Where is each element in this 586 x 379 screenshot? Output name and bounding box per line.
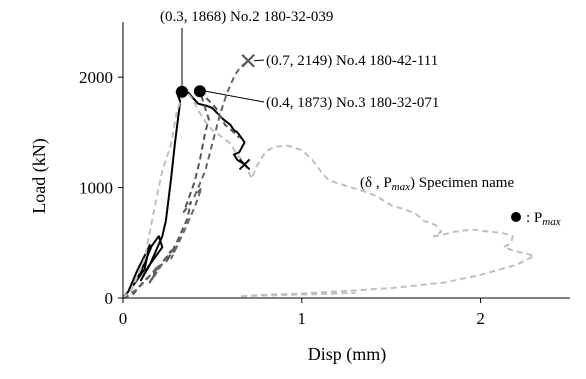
y-tick-label: 0 <box>105 289 114 308</box>
legend-title: (δ , Pmax) Specimen name <box>360 175 514 193</box>
y-tick-label: 1000 <box>79 179 113 198</box>
legend-title-sub: max <box>392 181 410 193</box>
tick-labels: 0 1 2 0 1000 2000 <box>79 68 485 328</box>
x-tick-label: 0 <box>119 309 128 328</box>
y-tick-label: 2000 <box>79 68 113 87</box>
legend-marker-text: : P <box>526 210 542 226</box>
series-line <box>122 92 536 299</box>
x-tick-label: 1 <box>298 309 307 328</box>
annotation-label: (0.7, 2149) No.4 180-42-111 <box>266 53 438 69</box>
series-end-cross <box>238 158 251 171</box>
legend: (δ , Pmax) Specimen name : Pmax <box>360 175 561 228</box>
series-layer <box>122 60 536 299</box>
legend-title-rest: ) Specimen name <box>410 175 514 191</box>
annotation-leader <box>205 90 265 103</box>
legend-marker-sub: max <box>542 216 560 228</box>
x-tick-label: 2 <box>476 309 485 328</box>
annotation-label: (0.4, 1873) No.3 180-32-071 <box>266 95 439 111</box>
pmax-marker <box>193 85 206 98</box>
axes <box>118 22 570 303</box>
legend-title-part: (δ , P <box>360 175 392 191</box>
legend-marker-icon <box>511 212 521 222</box>
pmax-marker <box>176 85 189 98</box>
annotation-leader <box>254 59 265 62</box>
marker-layer <box>176 54 255 171</box>
series-line <box>122 90 246 299</box>
annotation-layer: (0.3, 1868) No.2 180-32-039 (0.7, 2149) N… <box>160 9 439 111</box>
pmax-cross-marker <box>241 54 255 68</box>
x-axis-title: Disp (mm) <box>308 344 387 365</box>
legend-marker-label: : Pmax <box>526 210 561 228</box>
y-axis-title: Load (kN) <box>29 138 50 213</box>
annotation-label: (0.3, 1868) No.2 180-32-039 <box>160 9 333 25</box>
series-line <box>122 90 240 299</box>
